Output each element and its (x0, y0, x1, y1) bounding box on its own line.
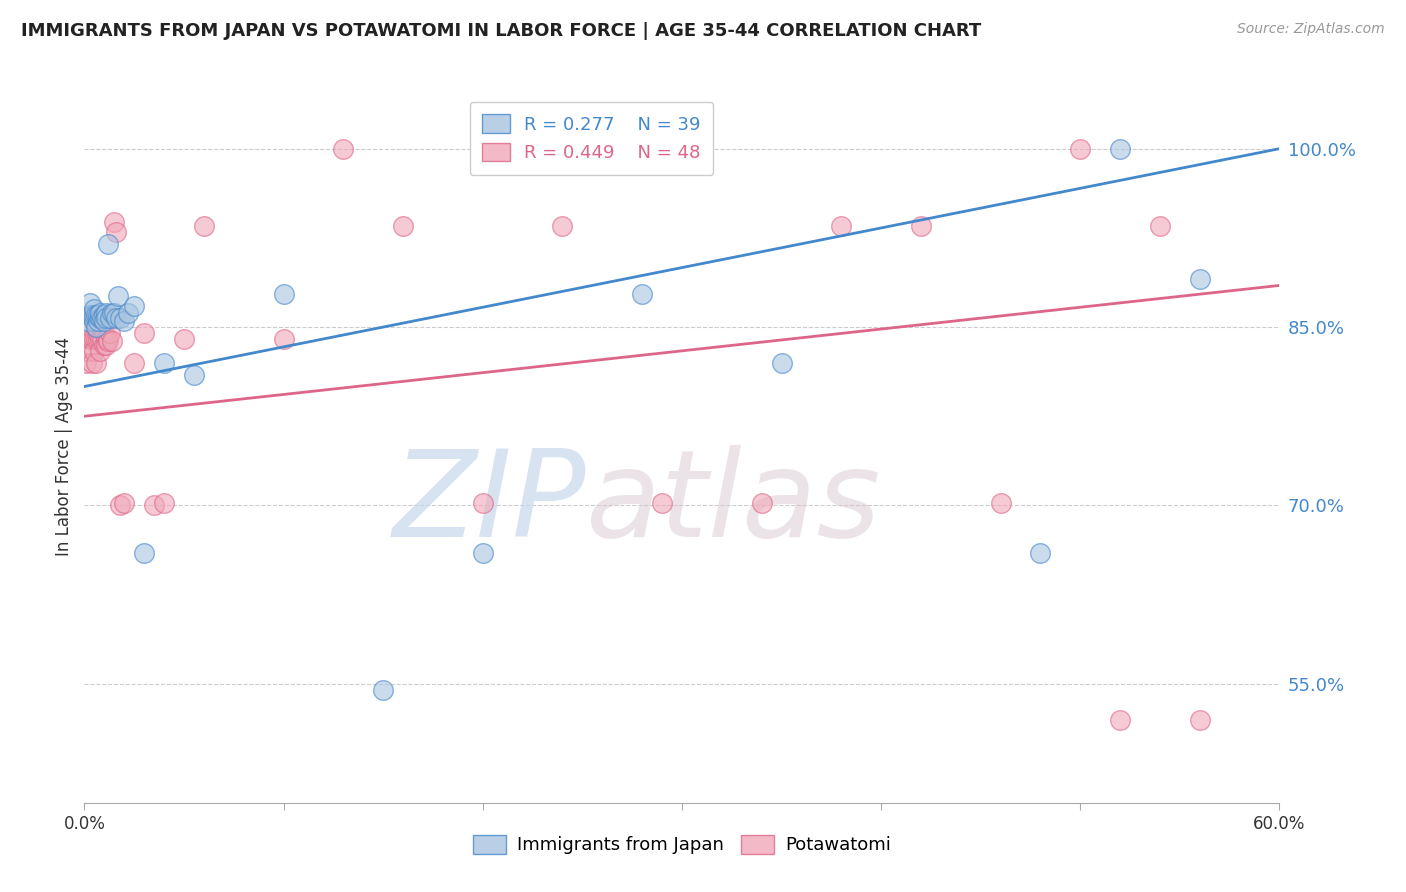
Point (105, 225, 128, 239)
Point (153, 496, 176, 510)
Point (91, 332, 114, 346)
Point (332, 142, 354, 156)
Point (86, 308, 108, 322)
Point (87, 326, 110, 340)
Point (1069, 142, 1091, 156)
Point (1029, 546, 1052, 560)
Point (86, 320, 108, 334)
Point (122, 299, 145, 313)
Point (122, 356, 145, 370)
Point (79, 332, 101, 346)
Point (89, 306, 111, 320)
Point (75, 356, 97, 370)
Point (83, 332, 105, 346)
Point (98, 310, 121, 325)
Point (1188, 713, 1211, 727)
Point (112, 496, 135, 510)
Point (79, 320, 101, 334)
Point (110, 499, 132, 513)
Point (86, 356, 108, 370)
Point (89, 310, 111, 325)
Point (83, 343, 105, 358)
Point (97, 332, 120, 346)
Point (97, 236, 120, 251)
Point (91, 310, 114, 325)
Point (273, 332, 295, 346)
Point (105, 310, 128, 325)
Point (631, 286, 654, 301)
Point (193, 219, 215, 233)
Point (132, 546, 156, 560)
Point (96, 306, 118, 320)
Point (93, 314, 115, 328)
Point (82, 308, 104, 322)
Point (1188, 272, 1211, 286)
Point (97, 334, 120, 349)
Text: ZIP: ZIP (392, 444, 586, 562)
Point (143, 499, 166, 513)
Point (79, 296, 101, 310)
Point (751, 496, 773, 510)
Point (96, 332, 118, 346)
Point (87, 308, 110, 322)
Point (112, 314, 135, 328)
Point (117, 306, 139, 320)
Y-axis label: In Labor Force | Age 35-44: In Labor Force | Age 35-44 (55, 336, 73, 556)
Point (651, 496, 673, 510)
Point (96, 310, 118, 325)
Point (371, 682, 394, 697)
Point (770, 356, 793, 370)
Point (471, 496, 494, 510)
Point (103, 306, 125, 320)
Point (1149, 219, 1171, 233)
Legend: Immigrants from Japan, Potawatomi: Immigrants from Japan, Potawatomi (465, 828, 898, 862)
Point (101, 334, 124, 349)
Point (86, 332, 108, 346)
Point (183, 368, 205, 382)
Point (830, 219, 852, 233)
Point (77, 314, 100, 328)
Point (82, 332, 104, 346)
Point (132, 326, 156, 340)
Text: IMMIGRANTS FROM JAPAN VS POTAWATOMI IN LABOR FORCE | AGE 35-44 CORRELATION CHART: IMMIGRANTS FROM JAPAN VS POTAWATOMI IN L… (21, 22, 981, 40)
Point (990, 496, 1012, 510)
Point (83, 302, 105, 317)
Point (93, 326, 115, 340)
Point (551, 219, 574, 233)
Point (103, 215, 125, 229)
Point (392, 219, 415, 233)
Point (471, 546, 494, 560)
Point (110, 310, 132, 325)
Point (87, 332, 110, 346)
Point (910, 219, 932, 233)
Point (79, 308, 101, 322)
Point (82, 356, 104, 370)
Text: atlas: atlas (586, 444, 882, 562)
Point (273, 286, 295, 301)
Point (96, 338, 118, 352)
Point (173, 332, 195, 346)
Point (98, 326, 121, 340)
Point (83, 308, 105, 322)
Point (89, 332, 111, 346)
Point (101, 306, 124, 320)
Point (91, 320, 114, 334)
Point (93, 338, 115, 352)
Point (93, 308, 115, 322)
Point (153, 356, 176, 370)
Point (1109, 142, 1132, 156)
Point (77, 343, 100, 358)
Point (1109, 713, 1132, 727)
Point (107, 289, 129, 303)
Text: Source: ZipAtlas.com: Source: ZipAtlas.com (1237, 22, 1385, 37)
Point (87, 314, 110, 328)
Point (83, 314, 105, 328)
Point (89, 343, 111, 358)
